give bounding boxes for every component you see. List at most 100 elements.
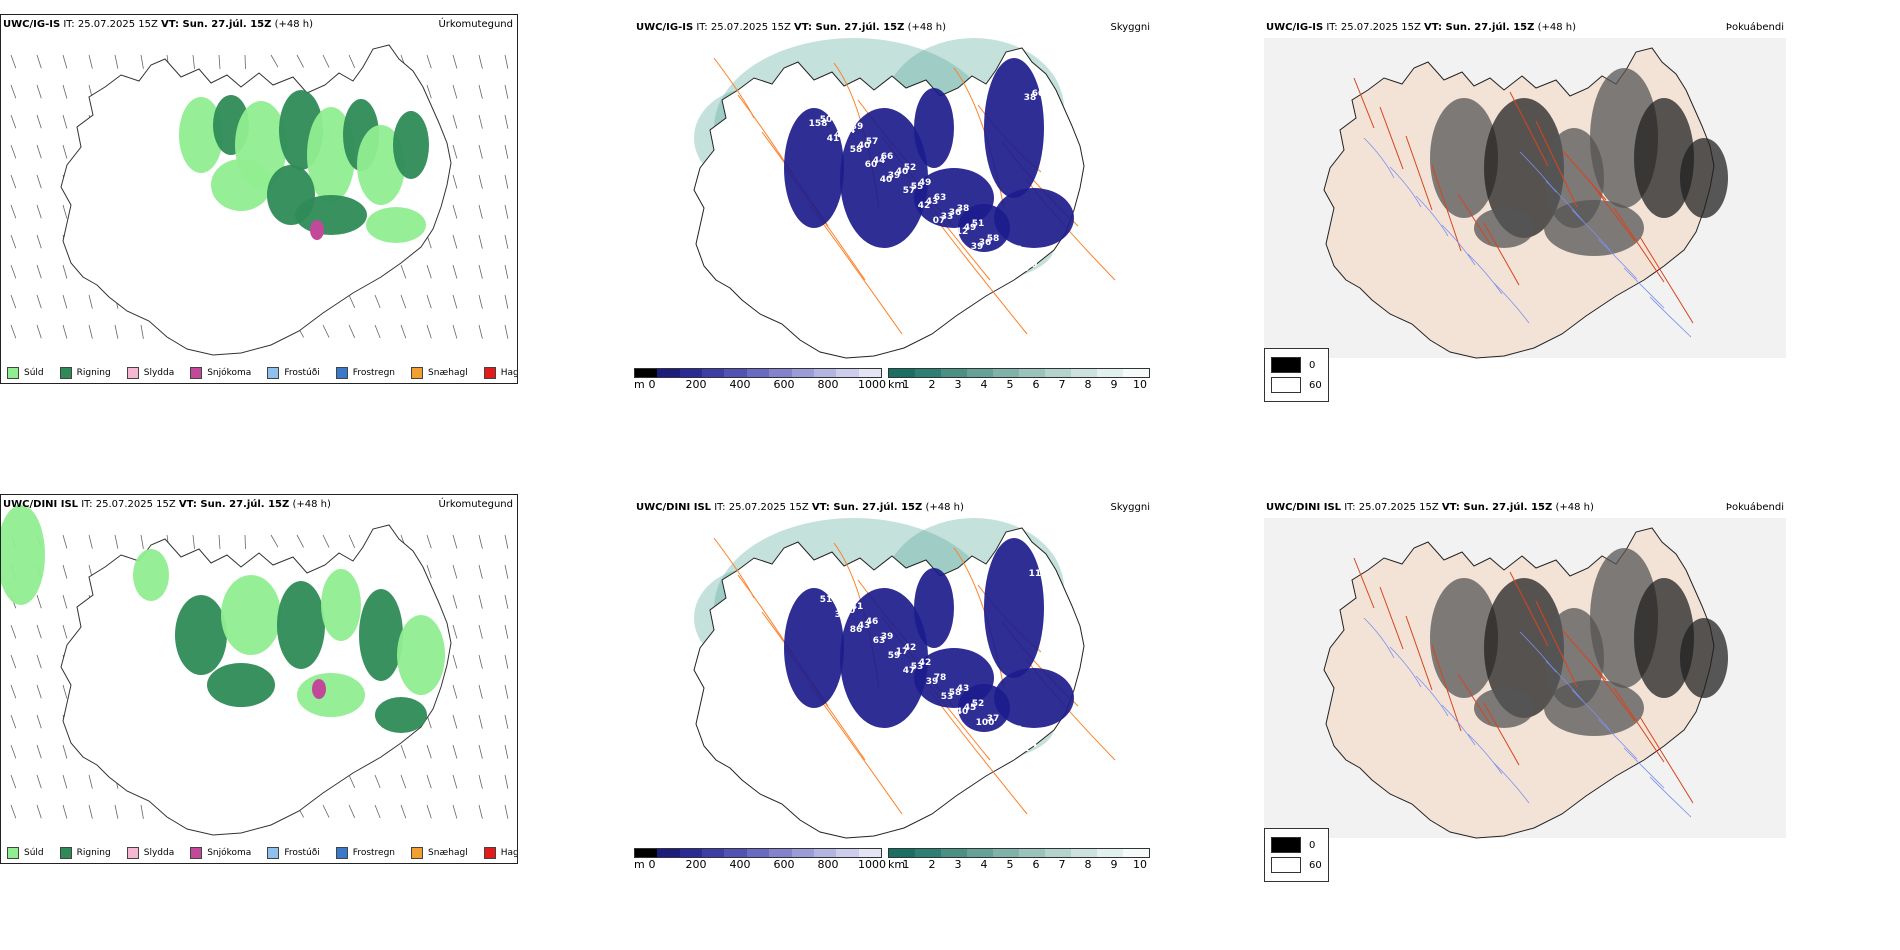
river xyxy=(1597,238,1638,280)
colorbar-tick: 1000 xyxy=(858,858,886,871)
lead-time: (+48 h) xyxy=(1552,502,1594,513)
colorbar-tick: 5 xyxy=(1006,378,1014,391)
wind-barb xyxy=(10,714,17,729)
product-label: Skyggni xyxy=(1110,22,1150,33)
cloud-base-label: 41 xyxy=(1017,744,1030,754)
cloud-base-label: 42 xyxy=(1010,245,1023,255)
wind-barb xyxy=(478,324,483,339)
fog-area xyxy=(1544,200,1644,256)
wind-barb xyxy=(140,324,144,339)
wind-barb xyxy=(62,774,68,789)
wind-barb xyxy=(10,234,17,249)
wind-barb xyxy=(36,234,42,249)
wind-barb xyxy=(478,294,483,309)
cloud-base-visibility-panel: 45 41 42 43 33 31 46 42 52 34 33 39 78 37 36 30 17 58 45 53… xyxy=(634,498,1150,890)
road xyxy=(1639,716,1694,804)
wind-barb xyxy=(452,594,458,609)
legend-swatch xyxy=(335,847,348,859)
cloud-base-label: 45 xyxy=(798,561,811,571)
cloud-base-label: 53 xyxy=(805,580,818,590)
cloud-base-label: 100 xyxy=(976,718,995,728)
cloud-base-label: 45 xyxy=(1017,264,1030,274)
cloud-base-label: 44 xyxy=(843,126,856,136)
wind-barb xyxy=(478,654,483,669)
river xyxy=(1441,224,1476,266)
wind-barb xyxy=(88,54,93,69)
precip-area xyxy=(211,159,271,211)
wind-barb xyxy=(426,324,432,339)
wind-barb xyxy=(322,324,330,338)
wind-barb xyxy=(348,534,356,548)
cloud-height-colorbar: m 0 200 400 600 800 1000 xyxy=(634,368,886,391)
legend-label: Snjókoma xyxy=(207,368,252,378)
wind-barb xyxy=(452,144,458,159)
river xyxy=(1363,137,1395,179)
cloud-base-label: 33 xyxy=(941,212,954,222)
cloud-base-area xyxy=(784,588,844,708)
legend-label: Frostregn xyxy=(352,368,396,378)
wind-barb xyxy=(452,564,458,579)
legend-swatch xyxy=(126,367,139,379)
legend-item: Haglél xyxy=(483,847,517,859)
fog-area xyxy=(1484,98,1564,238)
river xyxy=(1571,689,1611,731)
wind-barb xyxy=(62,564,68,579)
fog-map xyxy=(1264,38,1786,359)
wind-barb xyxy=(10,144,17,159)
precip-area xyxy=(321,569,361,641)
road xyxy=(1561,629,1607,681)
precip-area xyxy=(1,505,45,605)
cloud-base-label: 43 xyxy=(926,197,939,207)
road xyxy=(1457,193,1491,245)
valid-time: VT: Sun. 27.júl. 15Z xyxy=(1441,502,1553,513)
cloud-base-label: 49 xyxy=(919,178,932,188)
cloud-base-label: 37 xyxy=(987,714,1000,724)
legend-item: Frostregn xyxy=(335,847,396,859)
fog-key: 0 60 xyxy=(1264,348,1329,402)
precip-type-panel: UWC/DINI ISL IT: 25.07.2025 15Z VT: Sun.… xyxy=(0,494,518,864)
wind-barb xyxy=(296,534,304,548)
wind-barb xyxy=(504,54,509,69)
wind-barb xyxy=(36,264,42,279)
precip-area xyxy=(307,107,355,203)
precip-area xyxy=(375,697,427,733)
wind-barb xyxy=(88,774,93,789)
river xyxy=(1493,282,1530,324)
wind-barb xyxy=(478,54,483,69)
legend-swatch xyxy=(59,847,72,859)
wind-barb xyxy=(348,774,356,788)
legend-item: Slydda xyxy=(126,367,174,379)
wind-barb xyxy=(348,294,356,308)
precip-area xyxy=(393,111,429,179)
wind-barb xyxy=(426,804,432,819)
wind-barb xyxy=(36,324,42,339)
legend-item: Slydda xyxy=(126,847,174,859)
cloud-base-label: 39 xyxy=(971,242,984,252)
legend-item: Frostúði xyxy=(267,367,320,379)
legend-label: Frostúði xyxy=(284,848,320,858)
lead-time: (+48 h) xyxy=(1534,22,1576,33)
colorbar-tick: 7 xyxy=(1058,858,1066,871)
wind-barb xyxy=(504,564,509,579)
fog-area xyxy=(1484,578,1564,718)
cloud-base-label: 42 xyxy=(918,201,931,211)
wind-barb xyxy=(478,264,483,279)
wind-barb xyxy=(452,264,458,279)
wind-barb xyxy=(36,624,42,639)
cloud-base-label: 30 xyxy=(843,606,856,616)
wind-barb xyxy=(504,234,509,249)
legend-item: Snæhagl xyxy=(411,367,468,379)
wind-barb xyxy=(504,594,509,609)
wind-barb xyxy=(426,744,432,759)
wind-barb xyxy=(504,294,509,309)
precip-area xyxy=(179,97,223,173)
wind-barb xyxy=(452,804,458,819)
cloud-base-area xyxy=(994,668,1074,728)
wind-barb xyxy=(140,54,144,69)
wind-barb xyxy=(504,174,509,189)
colorbar-tick: 2 xyxy=(928,858,936,871)
cloud-base-label: 33 xyxy=(828,591,841,601)
cloud-base-label: 42 xyxy=(904,643,917,653)
legend-label: Frostregn xyxy=(352,848,396,858)
cloud-base-label: 50 xyxy=(1025,260,1038,270)
